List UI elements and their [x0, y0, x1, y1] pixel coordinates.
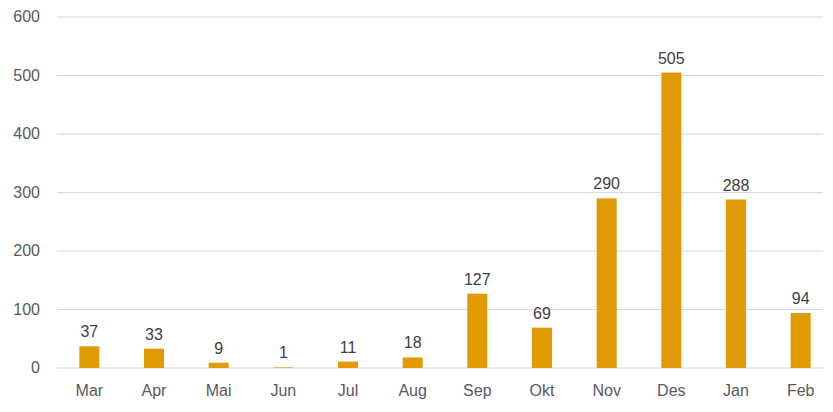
- data-label: 18: [404, 334, 422, 351]
- y-tick-labels: 0 100 200 300 400 500 600: [13, 8, 40, 376]
- y-tick-label: 0: [31, 359, 40, 376]
- y-tick-label: 100: [13, 301, 40, 318]
- x-tick-label: Aug: [398, 382, 426, 399]
- data-label: 69: [533, 305, 551, 322]
- x-tick-label: Jun: [270, 382, 296, 399]
- grid-line: [57, 309, 823, 310]
- bar: [726, 200, 746, 368]
- bar: [532, 328, 552, 368]
- data-label: 94: [792, 290, 810, 307]
- chart-svg: 0100200300400500600373391111812769290505…: [0, 0, 833, 412]
- bar: [467, 294, 487, 368]
- grid-line: [57, 17, 823, 18]
- y-tick-label: 600: [13, 8, 40, 25]
- grid-line: [57, 134, 823, 135]
- data-label: 37: [80, 323, 98, 340]
- data-label: 288: [723, 177, 750, 194]
- grid-line: [57, 368, 823, 369]
- bar: [273, 367, 293, 368]
- bar: [338, 362, 358, 368]
- grid: [57, 17, 823, 368]
- grid-line: [57, 251, 823, 252]
- data-label: 505: [658, 50, 685, 67]
- y-tick-label: 200: [13, 242, 40, 259]
- grid-line: [57, 75, 823, 76]
- bar: [661, 73, 681, 368]
- bar: [144, 349, 164, 368]
- x-tick-label: Des: [657, 382, 685, 399]
- bar: [403, 357, 423, 368]
- y-tick-label: 400: [13, 125, 40, 142]
- y-tick-label: 300: [13, 184, 40, 201]
- bar: [597, 198, 617, 368]
- x-tick-label: Mar: [76, 382, 104, 399]
- bar: [791, 313, 811, 368]
- bar: [209, 363, 229, 368]
- x-tick-label: Jul: [338, 382, 358, 399]
- data-label: 1: [279, 344, 288, 361]
- x-tick-labels: Mar Apr Mai Jun Jul Aug Sep Okt Nov Des Jan Feb: [76, 382, 815, 399]
- x-tick-label: Jan: [723, 382, 749, 399]
- y-tick-label: 500: [13, 67, 40, 84]
- x-tick-label: Apr: [142, 382, 168, 399]
- x-tick-label: Mai: [206, 382, 232, 399]
- data-labels: 37339111181276929050528894: [80, 50, 809, 362]
- data-label: 9: [214, 340, 223, 357]
- x-tick-label: Nov: [592, 382, 620, 399]
- data-label: 127: [464, 271, 491, 288]
- x-tick-label: Okt: [530, 382, 555, 399]
- x-tick-label: Feb: [787, 382, 815, 399]
- bars: [79, 73, 810, 368]
- data-label: 11: [340, 339, 357, 356]
- x-tick-label: Sep: [463, 382, 492, 399]
- grid-line: [57, 192, 823, 193]
- data-label: 33: [145, 326, 163, 343]
- bar: [79, 346, 99, 368]
- data-label: 290: [593, 175, 620, 192]
- chart-container: 0100200300400500600373391111812769290505…: [0, 0, 833, 412]
